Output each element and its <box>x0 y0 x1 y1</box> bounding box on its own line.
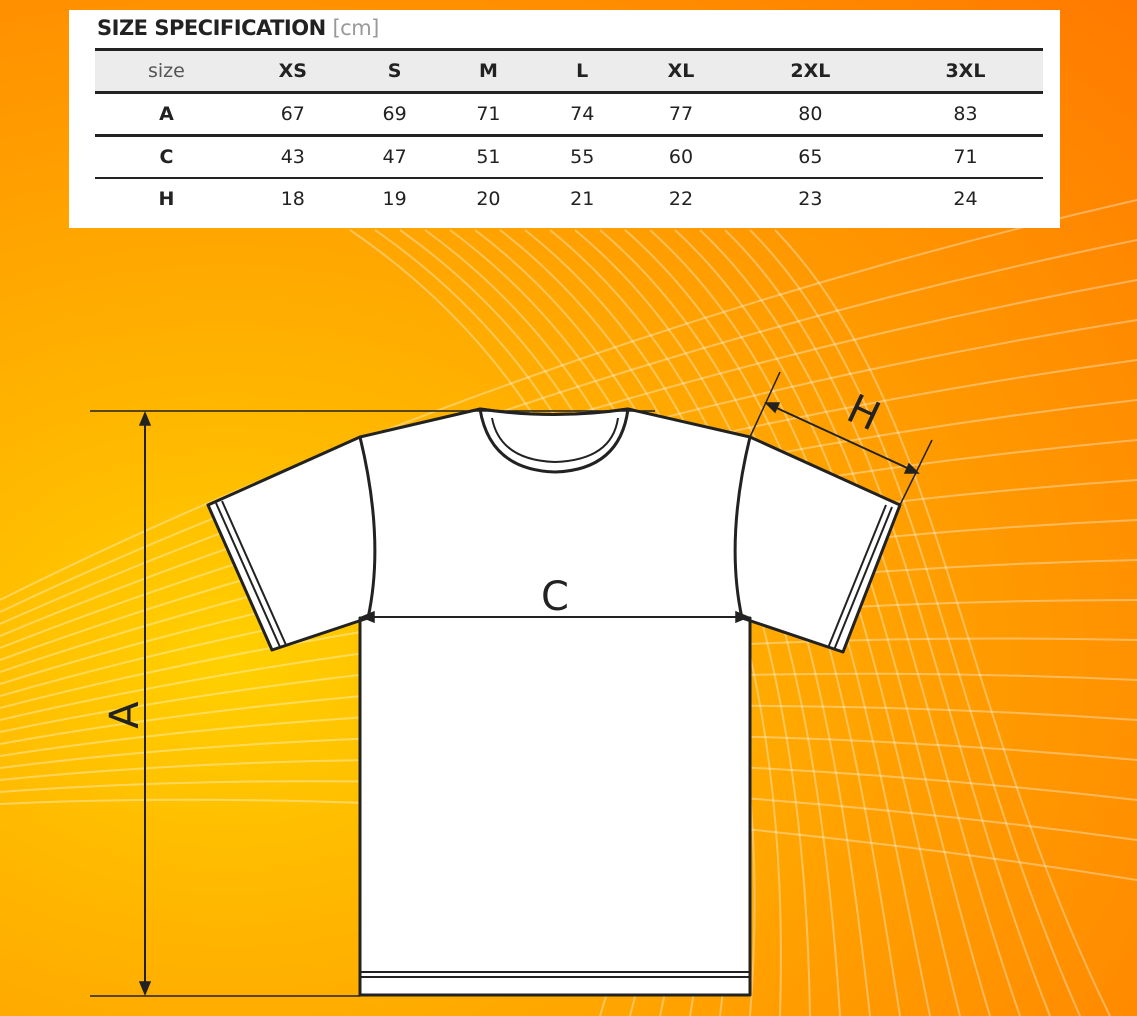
measure-label: H <box>158 188 175 210</box>
value-cell: 20 <box>476 188 501 210</box>
background-arc <box>0 239 1137 613</box>
value-cell: 60 <box>668 146 694 168</box>
value-cell: 51 <box>476 146 501 168</box>
arrow-c-icon <box>360 610 750 624</box>
table-row: A 67 69 71 74 77 80 83 <box>95 93 1043 136</box>
value-cell: 22 <box>668 188 694 210</box>
value-cell: 18 <box>280 188 305 210</box>
tshirt-body-seams <box>358 436 752 619</box>
label-h: H <box>840 386 887 440</box>
bottom-hem <box>360 971 750 978</box>
background-arc <box>749 229 1081 1016</box>
collar <box>478 407 630 474</box>
size-spec-card: SIZE SPECIFICATION [cm] size XS S M L XL… <box>69 10 1060 228</box>
header-cell: 2XL <box>790 60 831 82</box>
tshirt-outline <box>206 407 902 997</box>
unit-text: [cm] <box>332 16 379 40</box>
value-cell: 24 <box>953 188 978 210</box>
value-cell: 23 <box>798 188 823 210</box>
size-spec-title: SIZE SPECIFICATION [cm] <box>97 16 379 40</box>
value-cell: 80 <box>798 103 823 125</box>
value-cell: 71 <box>953 146 978 168</box>
header-cell: XS <box>278 60 307 82</box>
background-arc <box>699 229 1021 1016</box>
guide-line-h-start <box>749 371 781 438</box>
header-cell: 3XL <box>945 60 986 82</box>
background-arc <box>724 229 1051 1016</box>
size-table: size XS S M L XL 2XL 3XL A 67 69 71 74 77 80 83… <box>95 48 1043 219</box>
value-cell: 47 <box>382 146 407 168</box>
collar-inner <box>491 417 619 463</box>
header-cell: M <box>478 60 498 82</box>
arrow-a-icon <box>138 411 152 996</box>
label-a: A <box>102 701 148 729</box>
table-row: H 18 19 20 21 22 23 24 <box>95 178 1043 219</box>
value-cell: 43 <box>280 146 305 168</box>
value-cell: 71 <box>476 103 501 125</box>
background-arc <box>0 199 1137 601</box>
measure-label: A <box>159 103 174 125</box>
label-c: C <box>541 574 569 620</box>
table-row: C 43 47 51 55 60 65 71 <box>95 136 1043 178</box>
header-cell: S <box>387 60 402 82</box>
value-cell: 67 <box>280 103 305 125</box>
value-cell: 21 <box>570 188 595 210</box>
value-cell: 19 <box>382 188 407 210</box>
value-cell: 74 <box>570 103 595 125</box>
value-cell: 65 <box>798 146 823 168</box>
measure-line-h <box>767 403 917 473</box>
header-cell: XL <box>667 60 695 82</box>
header-cell: L <box>576 60 589 82</box>
value-cell: 69 <box>382 103 407 125</box>
value-cell: 83 <box>953 103 978 125</box>
header-cell: size <box>148 60 185 82</box>
value-cell: 77 <box>668 103 694 125</box>
background-arc <box>774 229 1111 1016</box>
title-text: SIZE SPECIFICATION <box>97 16 326 40</box>
value-cell: 55 <box>570 146 595 168</box>
header-row: size XS S M L XL 2XL 3XL <box>95 49 1043 93</box>
measure-label: C <box>159 146 174 168</box>
sleeve-hems <box>215 500 893 651</box>
arrow-h-icon <box>764 402 920 474</box>
